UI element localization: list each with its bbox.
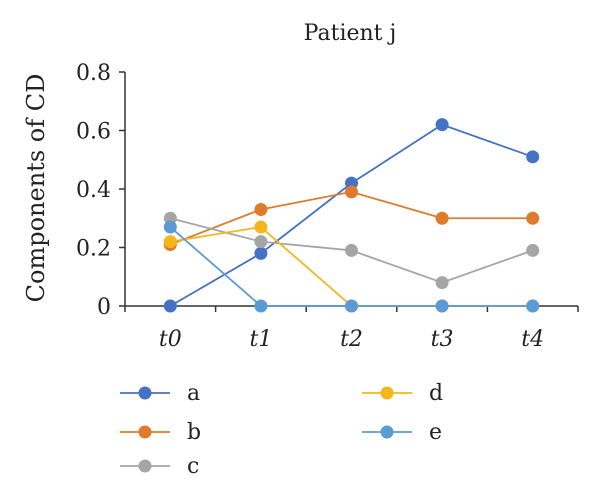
legend: abc de [120,381,443,479]
legend-marker [138,425,152,439]
legend-label: b [187,420,201,445]
y-axis-label: Components of CD [22,74,50,303]
series-line-d [170,226,533,307]
data-point-c-t3 [435,276,449,290]
data-point-c-t2 [345,243,358,257]
legend-marker [380,386,394,400]
y-axis-ticks: 0 0.2 0.4 0.6 0.8 [76,61,125,320]
series-b [163,185,540,252]
legend-label: c [187,454,199,479]
data-point-e-t3 [435,299,449,313]
series-a [163,118,540,313]
y-tick-label: 0.2 [76,237,111,262]
series-layer [163,118,540,313]
data-point-c-t1 [254,235,268,249]
data-point-b-t2 [345,185,358,199]
x-tick-label: t4 [521,327,544,352]
data-point-a-t3 [435,118,449,132]
chart-title: Patient j [304,21,397,46]
data-point-e-t4 [526,299,540,313]
data-point-b-t4 [526,211,540,225]
y-tick-label: 0 [97,295,111,320]
data-point-a-t4 [526,150,540,164]
y-tick-label: 0.6 [76,120,111,145]
legend-marker [380,425,394,439]
data-point-c-t4 [526,243,540,257]
data-point-a-t0 [163,299,177,313]
data-point-e-t1 [254,299,268,313]
legend-item-e: e [362,420,442,445]
legend-marker [138,459,152,473]
y-tick-label: 0.4 [76,178,111,203]
x-tick-label: t3 [431,327,454,352]
series-line-a [169,123,534,307]
data-point-e-t2 [345,299,358,313]
legend-item-b: b [120,420,201,445]
legend-marker [138,386,152,400]
legend-item-d: d [362,381,443,406]
series-line-e [169,226,533,307]
data-point-d-t0 [163,235,177,249]
x-tick-label: t1 [249,327,272,352]
legend-label: a [187,381,200,406]
data-point-d-t1 [254,220,268,234]
x-axis-ticks: t0 t1 t2 t3 t4 [124,306,579,352]
legend-label: e [429,420,442,445]
data-point-b-t1 [254,202,268,216]
legend-item-c: c [120,454,199,479]
x-tick-label: t0 [159,327,182,352]
series-e [163,220,540,313]
legend-item-a: a [120,381,200,406]
data-point-e-t0 [163,220,177,234]
data-point-a-t1 [254,246,268,260]
y-tick-label: 0.8 [76,61,111,86]
legend-label: d [429,381,443,406]
data-point-b-t3 [435,211,449,225]
series-line-b [169,191,533,246]
series-d [163,220,540,313]
series-c [163,211,540,290]
x-tick-label: t2 [340,327,363,352]
